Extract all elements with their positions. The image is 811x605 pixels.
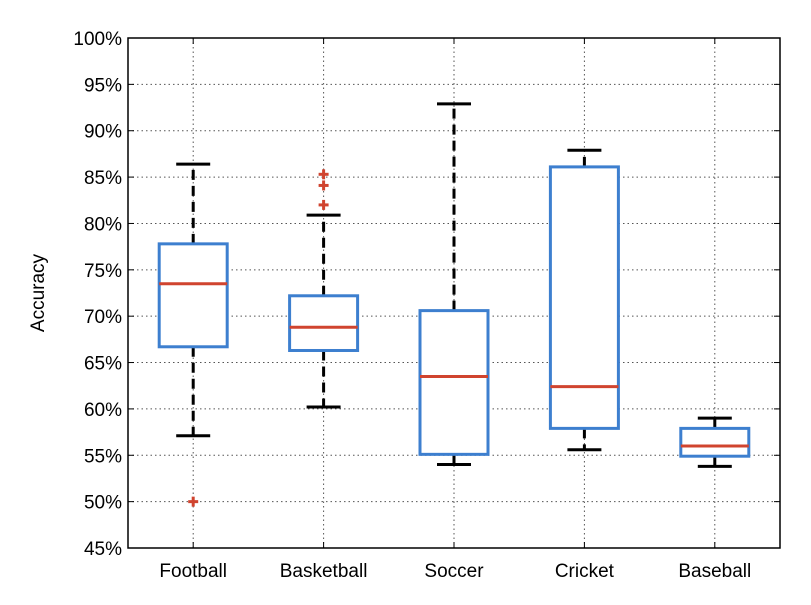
box-layer (157, 102, 751, 507)
grid-layer (128, 38, 780, 548)
x-tick-label: Cricket (555, 561, 615, 582)
box-cricket (548, 148, 620, 452)
box-basketball (288, 169, 360, 409)
iqr-box (288, 294, 360, 352)
box-football (157, 162, 229, 507)
x-tick-label: Basketball (280, 561, 368, 582)
tick-layer: 45% 50% 55% 60% 65% 70% 75% 80% 85% 90% 95% 100% Foo… (73, 29, 780, 582)
y-tick-label: 90% (84, 122, 122, 143)
y-tick-label: 50% (84, 493, 122, 514)
outlier-marker (188, 496, 199, 507)
y-tick-label: 95% (84, 75, 122, 96)
outlier-marker (318, 199, 329, 210)
iqr-box (679, 426, 751, 458)
y-tick-label: 80% (84, 214, 122, 235)
y-axis-label: Accuracy (28, 253, 49, 332)
y-tick-label: 100% (73, 29, 122, 50)
x-tick-label: Football (159, 561, 227, 582)
y-tick-label: 75% (84, 261, 122, 282)
x-tick-label: Soccer (424, 561, 484, 582)
y-tick-label: 70% (84, 307, 122, 328)
outlier-marker (318, 169, 329, 180)
iqr-box (418, 309, 490, 456)
box-soccer (418, 102, 490, 467)
y-tick-label: 65% (84, 354, 122, 375)
y-tick-label: 45% (84, 539, 122, 560)
iqr-box (157, 242, 229, 349)
y-tick-label: 85% (84, 168, 122, 189)
y-tick-label: 60% (84, 400, 122, 421)
x-tick-label: Baseball (678, 561, 751, 582)
iqr-box (548, 165, 620, 430)
box-baseball (679, 416, 751, 468)
y-tick-label: 55% (84, 446, 122, 467)
outlier-marker (318, 180, 329, 191)
